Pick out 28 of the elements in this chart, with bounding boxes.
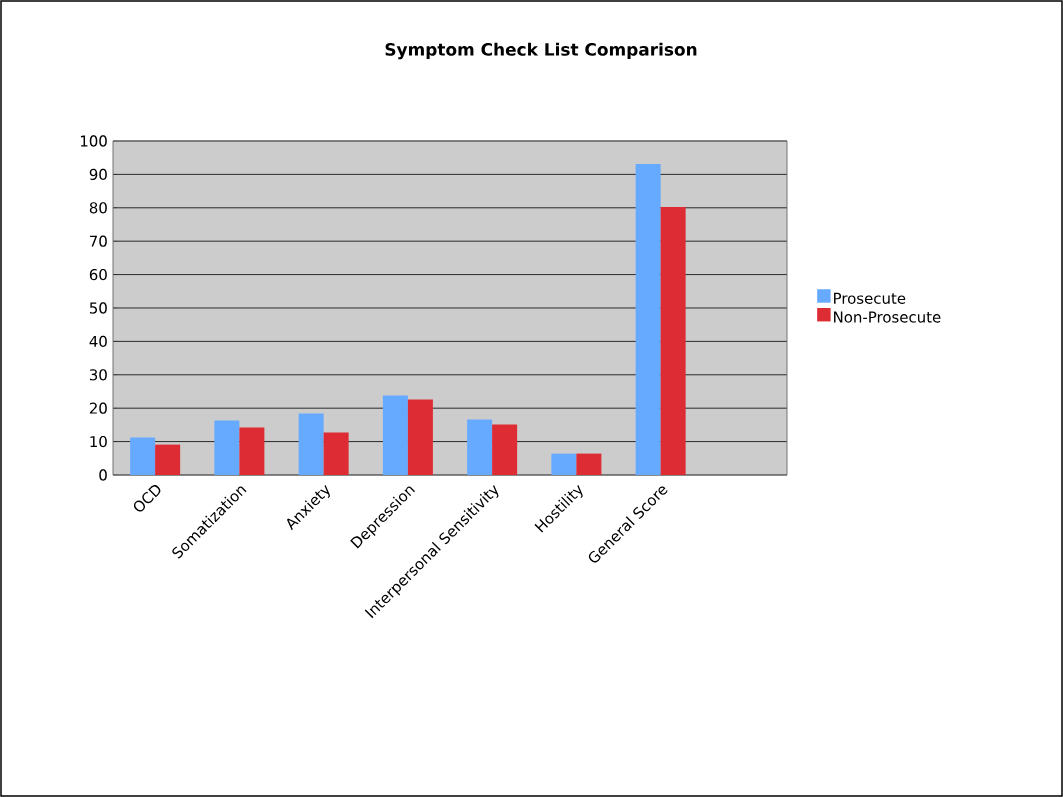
bar xyxy=(635,164,661,475)
legend-label: Non-Prosecute xyxy=(834,311,941,323)
y-tick-label: 90 xyxy=(89,168,107,181)
bar xyxy=(407,399,433,475)
y-tick-label: 70 xyxy=(90,235,107,247)
y-tick-label: 100 xyxy=(80,135,107,147)
bar xyxy=(382,395,408,475)
bar xyxy=(467,419,493,475)
y-tick-label: 60 xyxy=(89,268,107,281)
bar xyxy=(576,453,602,475)
y-tick-label: 20 xyxy=(89,402,107,414)
y-tick-label: 30 xyxy=(89,369,107,381)
bar xyxy=(298,413,324,475)
bar xyxy=(323,432,349,475)
bar xyxy=(492,424,518,475)
y-tick-label: 50 xyxy=(89,302,107,314)
bar xyxy=(130,437,156,475)
chart-title: Symptom Check List Comparison xyxy=(385,42,697,60)
bar xyxy=(551,453,577,475)
bar xyxy=(155,444,181,475)
bar xyxy=(239,427,265,475)
y-tick-label: 80 xyxy=(89,202,107,214)
y-tick-label: 10 xyxy=(90,435,107,448)
y-tick-label: 40 xyxy=(89,335,107,348)
y-tick-label: 0 xyxy=(99,469,107,481)
legend-label: Prosecute xyxy=(834,292,906,304)
bar xyxy=(214,420,240,475)
bar xyxy=(660,207,686,475)
